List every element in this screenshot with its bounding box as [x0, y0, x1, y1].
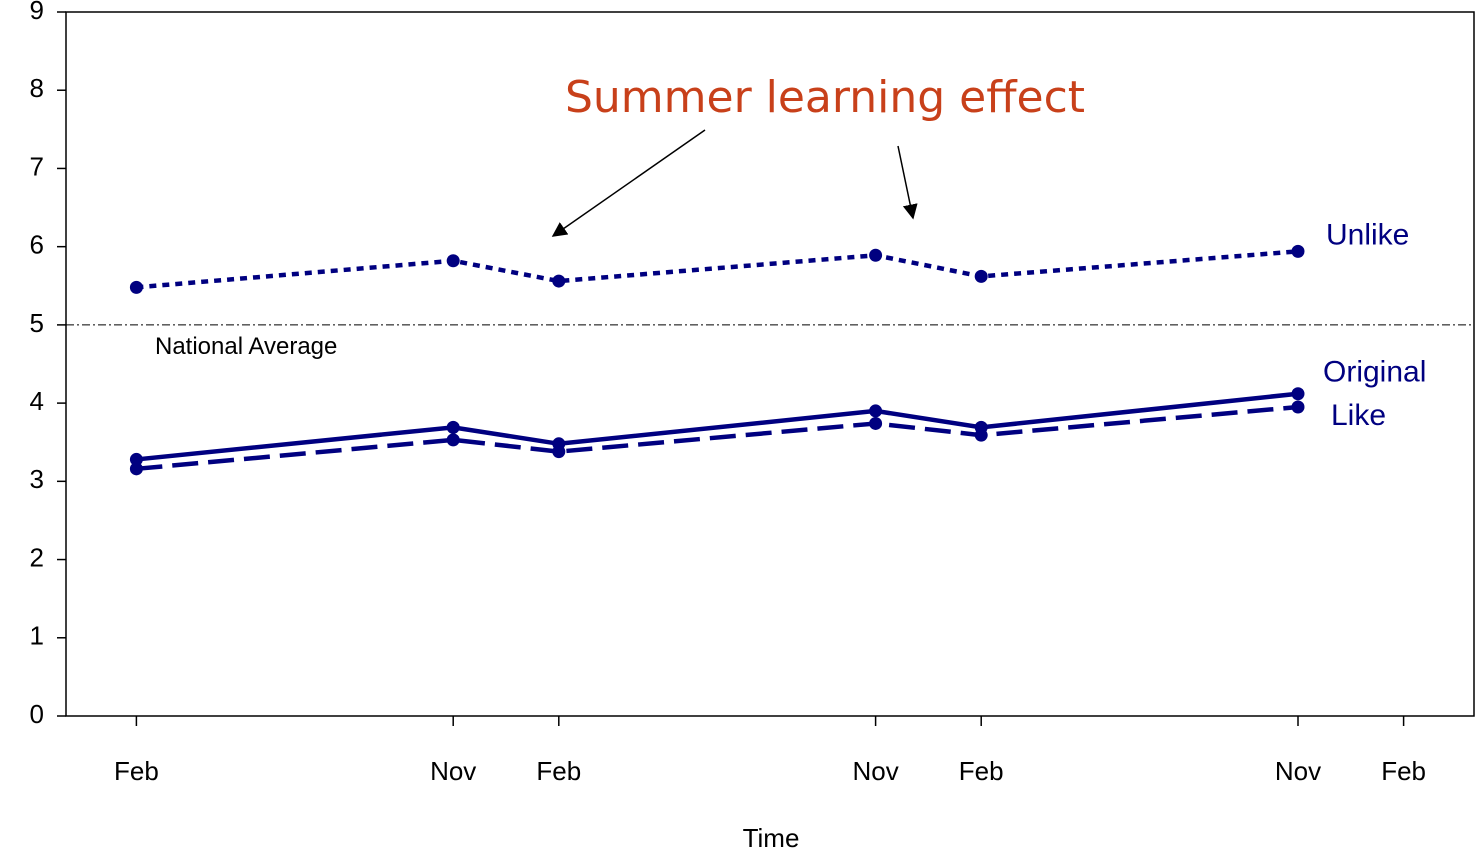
- series-point: [974, 428, 988, 442]
- y-tick-label: 7: [30, 151, 44, 181]
- series-point: [446, 420, 460, 434]
- y-tick-label: 9: [30, 0, 44, 25]
- series-point: [869, 416, 883, 430]
- series-point: [1291, 244, 1305, 258]
- series-point: [446, 433, 460, 447]
- y-tick-label: 5: [30, 308, 44, 338]
- x-axis-label: Time: [743, 823, 800, 853]
- y-tick-label: 8: [30, 73, 44, 103]
- series-point: [129, 452, 143, 466]
- series-point: [1291, 400, 1305, 414]
- series-point: [552, 445, 566, 459]
- x-tick-label: Feb: [959, 756, 1004, 786]
- x-tick-label: Nov: [1275, 756, 1321, 786]
- arrow: [551, 129, 706, 237]
- series-line: [136, 249, 1299, 290]
- y-tick-label: 6: [30, 230, 44, 260]
- y-tick-label: 4: [30, 386, 44, 416]
- plot-frame: [65, 11, 1475, 717]
- series-point: [446, 254, 460, 268]
- y-tick-label: 3: [30, 464, 44, 494]
- series-point: [1291, 387, 1305, 401]
- x-tick-label: Feb: [114, 756, 159, 786]
- series-point: [129, 280, 143, 294]
- y-tick-label: 2: [30, 542, 44, 572]
- x-tick-label: Nov: [430, 756, 476, 786]
- annotation: Summer learning effect: [565, 72, 1085, 123]
- reference-label: National Average: [155, 333, 337, 360]
- series-label: Like: [1331, 399, 1386, 432]
- series-point: [552, 274, 566, 288]
- series-point: [869, 248, 883, 262]
- series-line: [136, 404, 1299, 472]
- x-tick-label: Feb: [1381, 756, 1426, 786]
- series-point: [129, 462, 143, 476]
- arrow: [897, 145, 918, 220]
- x-tick-label: Feb: [536, 756, 581, 786]
- x-tick-label: Nov: [852, 756, 898, 786]
- y-tick-label: 0: [30, 699, 44, 729]
- series-label: Original: [1323, 356, 1426, 389]
- series-label: Unlike: [1326, 218, 1409, 251]
- series-point: [869, 404, 883, 418]
- series-point: [974, 269, 988, 283]
- y-tick-label: 1: [30, 621, 44, 651]
- series-line: [136, 391, 1299, 462]
